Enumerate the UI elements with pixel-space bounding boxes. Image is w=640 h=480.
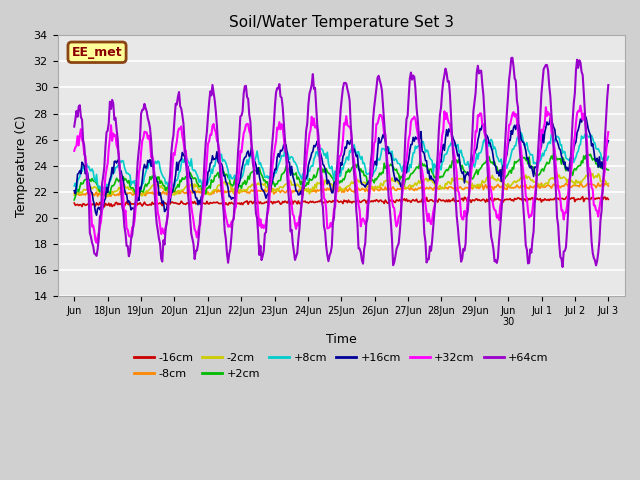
+8cm: [464, 159, 472, 165]
-16cm: [563, 193, 571, 199]
+64cm: [395, 240, 403, 246]
-16cm: [464, 200, 472, 205]
-8cm: [604, 183, 612, 189]
Line: +64cm: +64cm: [74, 58, 608, 267]
-8cm: [70, 190, 78, 196]
-16cm: [297, 201, 305, 206]
+2cm: [237, 183, 244, 189]
-8cm: [396, 186, 404, 192]
Line: +8cm: +8cm: [74, 133, 608, 192]
+32cm: [464, 195, 472, 201]
-8cm: [94, 193, 102, 199]
Legend: -16cm, -8cm, -2cm, +2cm, +8cm, +16cm, +32cm, +64cm: -16cm, -8cm, -2cm, +2cm, +8cm, +16cm, +3…: [129, 348, 553, 383]
+16cm: [464, 169, 472, 175]
+16cm: [371, 160, 378, 166]
-2cm: [587, 170, 595, 176]
Line: +32cm: +32cm: [74, 106, 608, 243]
+64cm: [296, 226, 303, 232]
+32cm: [604, 129, 612, 135]
-2cm: [297, 185, 305, 191]
-2cm: [464, 179, 472, 185]
-2cm: [604, 181, 612, 187]
-2cm: [557, 176, 564, 181]
+2cm: [557, 156, 564, 161]
+16cm: [557, 147, 564, 153]
+64cm: [509, 55, 516, 60]
Line: +2cm: +2cm: [74, 154, 608, 200]
+64cm: [559, 264, 566, 270]
+32cm: [577, 103, 584, 108]
-16cm: [396, 197, 404, 203]
-16cm: [237, 200, 245, 205]
+2cm: [463, 170, 470, 176]
+2cm: [604, 167, 612, 173]
+16cm: [396, 180, 404, 185]
-16cm: [371, 198, 378, 204]
Line: -2cm: -2cm: [74, 173, 608, 197]
-8cm: [464, 185, 472, 191]
-2cm: [70, 192, 78, 198]
+64cm: [70, 124, 78, 130]
+32cm: [396, 212, 404, 217]
-2cm: [102, 194, 110, 200]
Y-axis label: Temperature (C): Temperature (C): [15, 115, 28, 216]
+32cm: [93, 240, 100, 246]
+32cm: [70, 148, 78, 154]
+16cm: [297, 189, 305, 194]
+8cm: [604, 154, 612, 159]
+2cm: [369, 178, 377, 183]
+64cm: [557, 254, 564, 260]
+32cm: [557, 197, 564, 203]
+16cm: [579, 112, 586, 118]
+8cm: [134, 189, 141, 195]
-2cm: [371, 185, 378, 191]
-16cm: [70, 200, 78, 206]
+2cm: [70, 197, 78, 203]
-8cm: [297, 187, 305, 193]
Title: Soil/Water Temperature Set 3: Soil/Water Temperature Set 3: [228, 15, 454, 30]
+2cm: [395, 171, 403, 177]
-8cm: [538, 180, 545, 186]
Text: EE_met: EE_met: [72, 46, 122, 59]
+8cm: [557, 142, 565, 148]
-16cm: [604, 196, 612, 202]
Line: -16cm: -16cm: [74, 196, 608, 207]
+8cm: [518, 130, 525, 136]
X-axis label: Time: Time: [326, 333, 356, 346]
Line: -8cm: -8cm: [74, 183, 608, 196]
+2cm: [296, 177, 303, 183]
-8cm: [237, 189, 245, 195]
+16cm: [604, 138, 612, 144]
+64cm: [237, 113, 244, 119]
+8cm: [396, 161, 404, 167]
+16cm: [237, 168, 245, 173]
-2cm: [237, 187, 245, 193]
+64cm: [604, 82, 612, 88]
+64cm: [463, 213, 470, 219]
+32cm: [237, 149, 245, 155]
+32cm: [371, 140, 378, 146]
+8cm: [70, 183, 78, 189]
+32cm: [297, 213, 305, 219]
-8cm: [557, 183, 565, 189]
+16cm: [93, 212, 100, 218]
+8cm: [297, 173, 305, 179]
+64cm: [369, 117, 377, 123]
+2cm: [550, 151, 557, 156]
+8cm: [371, 169, 378, 175]
-2cm: [396, 181, 404, 187]
Line: +16cm: +16cm: [74, 115, 608, 215]
-16cm: [557, 195, 564, 201]
-16cm: [100, 204, 108, 210]
+8cm: [237, 175, 245, 181]
+16cm: [70, 188, 78, 193]
-8cm: [371, 188, 378, 194]
